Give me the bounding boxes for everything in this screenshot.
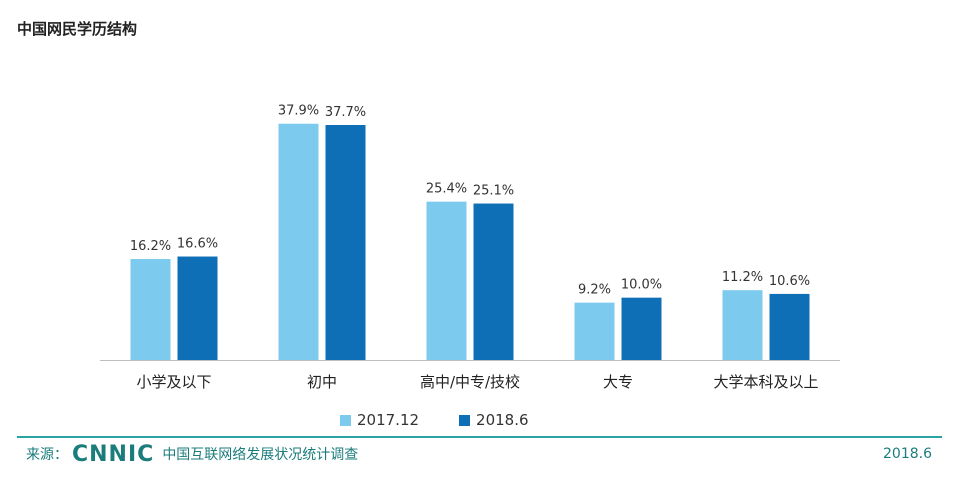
legend-label-2018-6: 2018.6 [476,411,529,429]
legend: 2017.12 2018.6 [340,411,529,429]
data-label: 9.2% [578,283,611,298]
data-label: 16.2% [130,239,171,254]
data-label: 11.2% [722,270,763,285]
legend-item-2017-12: 2017.12 [340,411,419,429]
data-label: 37.7% [325,105,366,120]
data-label: 37.9% [278,104,319,119]
data-label: 16.6% [177,237,218,252]
category-label: 大专 [603,373,633,391]
survey-name: 中国互联网络发展状况统计调查 [162,447,359,463]
bar-2018-6 [473,203,514,360]
bar-2018-6 [325,124,366,360]
data-label: 25.1% [473,184,514,199]
bar-2018-6 [621,297,662,360]
cnnic-logo: CNNIC [72,441,155,467]
bar-2018-6 [769,293,810,360]
bar-2017-12 [130,259,171,360]
category-label: 初中 [307,373,337,391]
data-label: 10.0% [621,278,662,293]
legend-swatch-2017-12 [340,414,351,426]
legend-label-2017-12: 2017.12 [357,411,420,429]
bar-2018-6 [177,256,218,360]
category-label: 高中/中专/技校 [420,373,520,391]
source-label: 来源： [26,447,68,463]
bar-2017-12 [426,201,467,360]
legend-swatch-2018-6 [459,414,471,426]
footer-divider [17,436,942,438]
legend-item-2018-6: 2018.6 [459,411,529,429]
chart-title: 中国网民学历结构 [17,20,138,38]
category-label: 小学及以下 [136,373,211,391]
bar-2017-12 [278,123,319,360]
data-label: 10.6% [769,274,810,289]
category-label: 大学本科及以上 [713,373,818,391]
footer-date: 2018.6 [883,446,932,462]
bar-2017-12 [574,302,615,360]
data-label: 25.4% [426,182,467,197]
bar-2017-12 [722,290,763,360]
footer: 来源： CNNIC 中国互联网络发展状况统计调查 2018.6 [26,441,932,467]
